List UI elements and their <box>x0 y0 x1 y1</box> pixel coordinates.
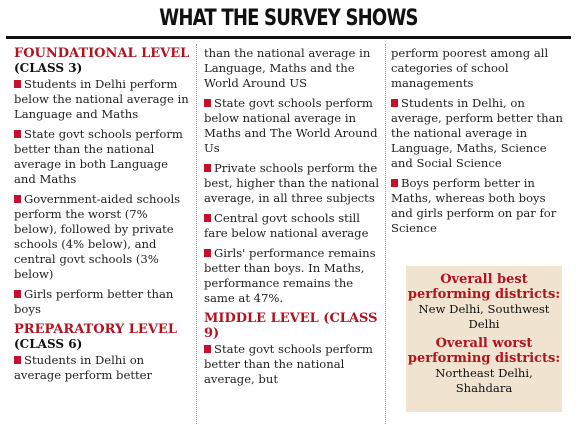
worst-districts-value: Northeast Delhi, Shahdara <box>435 366 533 395</box>
list-item: State govt schools perform better than t… <box>14 127 183 186</box>
bullet-icon <box>14 356 21 364</box>
header: WHAT THE SURVEY SHOWS <box>0 0 577 40</box>
bullet-icon <box>204 164 211 172</box>
bullet-icon <box>14 195 21 203</box>
list-item: Students in Delhi perform below the nati… <box>14 77 189 121</box>
title-rule <box>6 36 571 39</box>
best-districts-value: New Delhi, Southwest Delhi <box>418 302 550 331</box>
list-item: Central govt schools still fare below na… <box>204 211 369 240</box>
bullet-icon <box>14 130 21 138</box>
list-item: Boys perform better in Maths, whereas bo… <box>391 176 557 235</box>
column-3: perform poorest among all categories of … <box>391 46 567 241</box>
column-divider <box>196 44 197 424</box>
list-item: State govt schools perform below nationa… <box>204 96 378 155</box>
best-districts-title: Overall best performing districts: <box>407 272 561 302</box>
list-item-continuation: perform poorest among all categories of … <box>391 46 549 90</box>
column-divider <box>385 44 386 424</box>
section-heading-preparatory: PREPARATORY LEVEL (CLASS 6) <box>14 322 177 351</box>
list-item: Private schools perform the best, higher… <box>204 161 380 205</box>
bullet-icon <box>14 80 21 88</box>
bullet-icon <box>14 290 21 298</box>
list-item-continuation: than the national average in Language, M… <box>204 46 371 90</box>
section-heading-foundational: FOUNDATIONAL LEVEL (CLASS 3) <box>14 46 190 75</box>
bullet-icon <box>204 214 211 222</box>
column-2: than the national average in Language, M… <box>204 46 380 392</box>
bullet-icon <box>204 249 211 257</box>
page-title: WHAT THE SURVEY SHOWS <box>159 6 418 31</box>
list-item: State govt schools perform better than t… <box>204 342 373 386</box>
list-item: Girls perform better than boys <box>14 287 174 316</box>
bullet-icon <box>391 99 398 107</box>
list-item: Students in Delhi, on average, perform b… <box>391 96 563 170</box>
bullet-icon <box>204 345 211 353</box>
list-item: Students in Delhi on average perform bet… <box>14 353 153 382</box>
list-item: Government-aided schools perform the wor… <box>14 192 181 281</box>
districts-box: Overall best performing districts: New D… <box>406 266 562 412</box>
worst-districts-title: Overall worst performing districts: <box>407 336 561 366</box>
section-heading-middle: MIDDLE LEVEL (CLASS 9) <box>204 311 378 341</box>
bullet-icon <box>204 99 211 107</box>
list-item: Girls' performance remains better than b… <box>204 246 376 305</box>
column-1: FOUNDATIONAL LEVEL (CLASS 3) Students in… <box>14 46 190 388</box>
bullet-icon <box>391 179 398 187</box>
